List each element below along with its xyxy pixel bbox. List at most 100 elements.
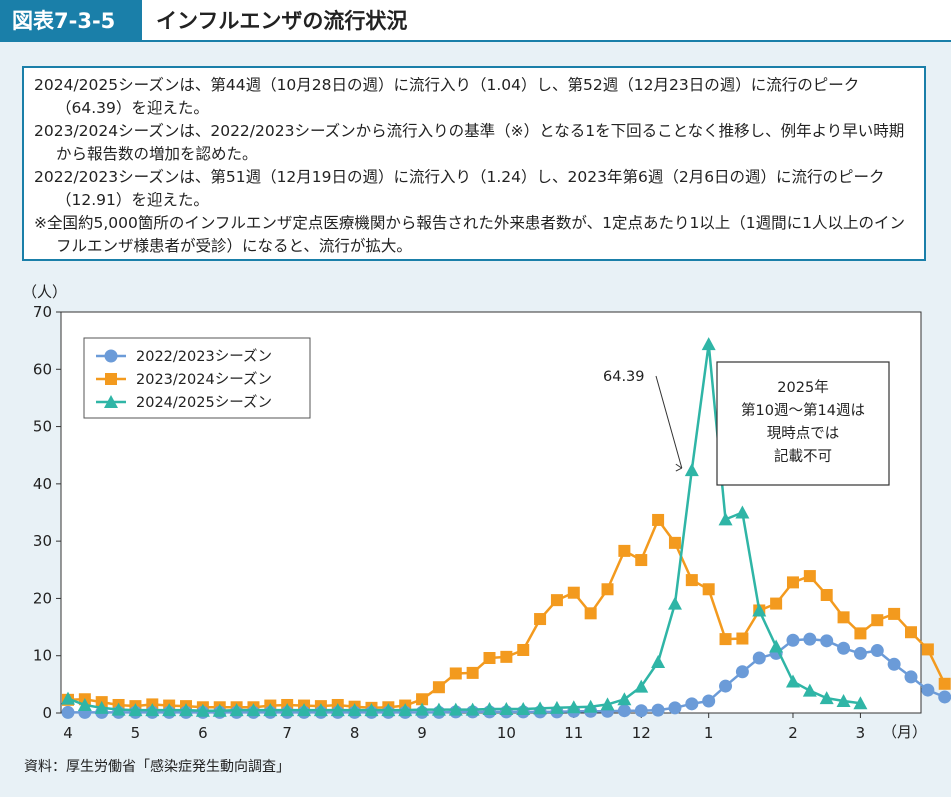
x-axis-unit: （月） — [882, 723, 927, 741]
notes-box: 2024/2025シーズンは、第44週（10月28日の週）に流行入り（1.04）… — [22, 66, 926, 261]
y-axis-unit: （人） — [22, 283, 67, 301]
data-point — [111, 702, 126, 716]
data-point — [77, 697, 92, 711]
data-point — [668, 536, 681, 549]
data-point — [550, 594, 563, 607]
data-point — [871, 614, 884, 627]
data-point — [500, 650, 513, 663]
legend-label-2024: 2024/2025シーズン — [136, 394, 272, 411]
legend-marker-2024 — [104, 395, 118, 408]
data-point — [347, 703, 362, 717]
data-point — [635, 554, 648, 567]
chart-container: 0 10 20 30 40 50 60 70 4 5 6 7 8 9 10 11 12 1 2 3 （人） （月） … — [0, 277, 951, 767]
data-point — [719, 679, 733, 693]
x-axis: 4 5 6 7 8 9 10 11 12 1 2 3 — [63, 713, 865, 742]
data-point — [263, 703, 278, 717]
data-point — [61, 705, 75, 719]
x-tick-label: 2 — [788, 724, 798, 742]
data-point — [752, 603, 767, 617]
data-point — [719, 633, 732, 646]
data-point — [466, 666, 479, 679]
x-tick-label: 3 — [856, 724, 866, 742]
data-point — [702, 694, 716, 708]
data-point — [297, 703, 312, 717]
note-2022-season: 2022/2023シーズンは、第51週（12月19日の週）に流行入り（1.24）… — [34, 168, 885, 209]
data-point — [803, 570, 816, 583]
data-point — [448, 702, 463, 716]
data-point — [618, 544, 631, 557]
data-point — [904, 670, 918, 684]
annotation-line-4: 記載不可 — [774, 448, 832, 465]
data-point — [837, 611, 850, 624]
data-point — [836, 693, 851, 707]
x-tick-label: 4 — [63, 724, 73, 742]
data-point — [94, 700, 109, 714]
data-point — [921, 683, 935, 697]
series-2024 — [61, 337, 868, 717]
y-tick-label: 40 — [33, 475, 52, 493]
annotation-frame — [716, 361, 890, 486]
data-point — [785, 674, 800, 688]
data-point — [534, 613, 547, 626]
data-point — [313, 703, 328, 717]
data-point — [280, 703, 295, 717]
x-tick-label: 11 — [564, 724, 583, 742]
data-point — [415, 702, 430, 716]
data-point — [667, 596, 682, 610]
legend-label-2022: 2022/2023シーズン — [136, 348, 272, 365]
data-point — [567, 586, 580, 599]
data-point — [870, 644, 884, 658]
figure-title: インフルエンザの流行状況 — [156, 9, 408, 33]
data-point — [128, 703, 143, 717]
data-point — [179, 703, 194, 717]
data-point — [61, 691, 75, 705]
data-point — [820, 588, 833, 601]
data-point — [416, 693, 429, 706]
y-tick-label: 30 — [33, 532, 52, 550]
data-point — [600, 697, 615, 711]
data-point — [735, 505, 750, 519]
data-point — [718, 512, 733, 526]
data-point — [431, 702, 446, 716]
data-point — [212, 703, 227, 717]
series-layer — [61, 337, 951, 719]
data-point — [549, 700, 564, 714]
data-point — [246, 703, 261, 717]
annotation-line-1: 2025年 — [777, 379, 828, 396]
data-point — [330, 703, 345, 717]
data-point — [786, 633, 800, 647]
data-point — [617, 692, 632, 706]
figure-panel: 2024/2025シーズンは、第44週（10月28日の週）に流行入り（1.04）… — [0, 42, 951, 797]
data-point — [449, 667, 462, 680]
data-point — [162, 703, 177, 717]
data-point — [483, 652, 496, 665]
x-tick-label: 7 — [282, 724, 292, 742]
data-point — [652, 513, 665, 526]
data-point — [634, 704, 648, 718]
y-tick-label: 60 — [33, 360, 52, 378]
y-tick-label: 70 — [33, 303, 52, 321]
y-tick-label: 10 — [33, 647, 52, 665]
data-point — [684, 463, 699, 477]
data-point — [634, 679, 649, 693]
data-point — [853, 646, 867, 660]
data-point — [752, 651, 766, 665]
data-point — [517, 643, 530, 656]
data-point — [651, 703, 665, 717]
data-point — [364, 703, 379, 717]
annotation-box: 2025年 第10週～第14週は 現時点では 記載不可 — [716, 361, 890, 486]
legend-label-2023: 2023/2024シーズン — [136, 371, 272, 388]
data-point — [601, 583, 614, 596]
y-tick-label: 0 — [42, 704, 52, 722]
x-tick-label: 9 — [417, 724, 427, 742]
note-2023-season: 2023/2024シーズンは、2022/2023シーズンから流行入りの基準（※）… — [34, 122, 905, 163]
x-tick-label: 1 — [704, 724, 714, 742]
data-point — [229, 703, 244, 717]
data-point — [702, 583, 715, 596]
data-point — [938, 690, 951, 704]
peak-annotation: 64.39 — [603, 369, 683, 472]
data-point — [819, 691, 834, 705]
x-tick-label: 6 — [198, 724, 208, 742]
y-axis: 0 10 20 30 40 50 60 70 — [33, 303, 61, 722]
